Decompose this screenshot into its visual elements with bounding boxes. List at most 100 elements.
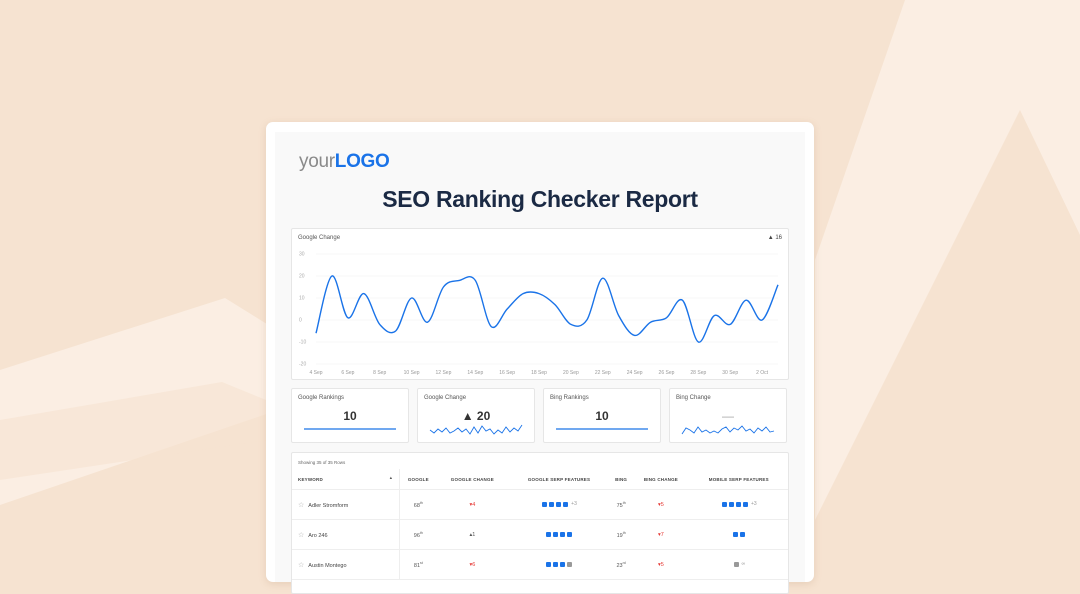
bing-change: ▾5 xyxy=(632,489,690,520)
sparkline xyxy=(304,428,396,430)
star-icon[interactable]: ☆ xyxy=(298,531,305,539)
serp-feature-icon xyxy=(721,501,727,507)
sparkline xyxy=(681,425,775,435)
column-header-google-change[interactable]: GOOGLE CHANGE xyxy=(436,469,509,490)
svg-text:6 Sep: 6 Sep xyxy=(341,370,354,376)
bing-rank: 75th xyxy=(609,489,633,520)
serp-feature-icon xyxy=(553,561,559,567)
google-rank: 96th xyxy=(399,519,437,550)
sparkline xyxy=(429,424,523,435)
table-row: ☆ Adler Stromform 68th ▾4 +3 75th ▾5 +3 xyxy=(292,489,788,520)
report-page: yourLOGO SEO Ranking Checker Report 30 20… xyxy=(275,132,805,594)
serp-feature-icon xyxy=(733,561,739,567)
star-icon[interactable]: ☆ xyxy=(298,501,305,509)
svg-text:10: 10 xyxy=(299,296,305,302)
svg-text:24 Sep: 24 Sep xyxy=(627,370,643,376)
stat-bing-rankings: Bing Rankings 10 xyxy=(543,388,661,443)
serp-feature-icon xyxy=(563,501,569,507)
mobile-serp-features xyxy=(689,519,788,550)
chart-title: Google Change xyxy=(298,235,341,241)
stat-value: — xyxy=(722,409,734,423)
serp-feature-icon xyxy=(553,531,559,537)
svg-text:14 Sep: 14 Sep xyxy=(467,370,483,376)
keyword: Aro 246 xyxy=(308,532,328,539)
bing-rank: 23rd xyxy=(609,549,633,580)
table-row: ☆ Austin Montego 81st ▾6 23rd ▾5 ∞ xyxy=(292,549,788,580)
stat-google-rankings: Google Rankings 10 xyxy=(291,388,409,443)
sparkline xyxy=(556,428,648,430)
svg-text:30 Sep: 30 Sep xyxy=(722,370,738,376)
svg-text:-20: -20 xyxy=(299,362,306,368)
serp-feature-icon xyxy=(556,501,562,507)
stat-value: ▲ 20 xyxy=(461,409,491,423)
serp-feature-icon xyxy=(567,531,573,537)
column-header-keyword[interactable]: KEYWORD ▲ xyxy=(292,469,400,490)
svg-text:12 Sep: 12 Sep xyxy=(436,370,452,376)
svg-text:18 Sep: 18 Sep xyxy=(531,370,547,376)
svg-text:28 Sep: 28 Sep xyxy=(690,370,706,376)
svg-text:10 Sep: 10 Sep xyxy=(404,370,420,376)
google-rank: 81st xyxy=(399,549,437,580)
line-chart: 30 20 10 0 -10 -204 Sep 6 Sep 8 Sep 10 Sep 12 Sep… xyxy=(299,252,779,376)
mobile-serp-features: ∞ xyxy=(689,549,788,580)
svg-text:16 Sep: 16 Sep xyxy=(499,370,515,376)
stat-value: 10 xyxy=(343,409,357,423)
bing-change: ▾7 xyxy=(632,519,690,550)
stat-value: 10 xyxy=(595,409,609,423)
serp-feature-icon xyxy=(542,501,548,507)
google-change: ▾6 xyxy=(436,549,509,580)
column-header-google-serp[interactable]: GOOGLE SERP FEATURES xyxy=(508,469,610,490)
google-change-chart: 30 20 10 0 -10 -20 4 Sep 6 Sep 8 Sep 10 Sep 12 Sep… xyxy=(291,228,789,380)
google-serp-features xyxy=(508,519,610,550)
keyword-table-panel: Showing 35 of 35 Rows KEYWORD ▲ GOOGLE GO… xyxy=(291,452,789,594)
svg-text:20: 20 xyxy=(299,274,305,280)
logo: yourLOGO xyxy=(299,151,390,172)
google-change: ▴1 xyxy=(436,519,509,550)
serp-feature-icon xyxy=(567,561,573,567)
serp-feature-icon xyxy=(546,531,552,537)
column-header-google[interactable]: GOOGLE xyxy=(399,469,437,490)
link-icon: ∞ xyxy=(741,561,746,568)
report-card: yourLOGO SEO Ranking Checker Report 30 20… xyxy=(266,122,814,594)
page-title: SEO Ranking Checker Report xyxy=(382,186,698,212)
serp-feature-icon xyxy=(560,531,566,537)
svg-text:26 Sep: 26 Sep xyxy=(659,370,675,376)
google-change-line xyxy=(315,275,779,343)
serp-feature-icon xyxy=(739,531,745,537)
star-icon[interactable]: ☆ xyxy=(298,561,305,569)
serp-feature-icon xyxy=(732,531,738,537)
serp-feature-icon xyxy=(735,501,741,507)
mobile-serp-features: +3 xyxy=(689,489,788,520)
svg-text:4 Sep: 4 Sep xyxy=(309,370,322,376)
google-change: ▾4 xyxy=(436,489,509,520)
sort-asc-icon[interactable]: ▲ xyxy=(388,475,393,480)
stat-bing-change: Bing Change — xyxy=(669,388,787,443)
svg-text:8 Sep: 8 Sep xyxy=(373,370,386,376)
serp-feature-icon xyxy=(560,561,566,567)
google-serp-features: +3 xyxy=(508,489,610,520)
svg-text:22 Sep: 22 Sep xyxy=(595,370,611,376)
serp-feature-icon xyxy=(546,561,552,567)
table-row: ☆ Aro 246 96th ▴1 19th ▾7 xyxy=(292,519,788,550)
stat-google-change: Google Change ▲ 20 xyxy=(417,388,535,443)
chart-delta: ▲ 16 xyxy=(767,235,782,241)
row-count: Showing 35 of 35 Rows xyxy=(298,460,346,465)
keyword: Adler Stromform xyxy=(308,502,349,509)
bing-rank: 19th xyxy=(609,519,633,550)
svg-text:0: 0 xyxy=(299,318,302,324)
keyword: Austin Montego xyxy=(308,562,347,569)
column-header-mobile-serp[interactable]: MOBILE SERP FEATURES xyxy=(689,469,788,490)
google-serp-features xyxy=(508,549,610,580)
svg-text:30: 30 xyxy=(299,252,305,258)
serp-feature-icon xyxy=(728,501,734,507)
column-header-bing[interactable]: BING xyxy=(609,469,633,490)
svg-text:-10: -10 xyxy=(299,340,306,346)
serp-feature-icon xyxy=(549,501,555,507)
keyword-table: KEYWORD ▲ GOOGLE GOOGLE CHANGE GOOGLE SER… xyxy=(292,469,788,580)
bing-change: ▾5 xyxy=(632,549,690,580)
svg-text:2 Oct: 2 Oct xyxy=(756,370,769,376)
column-header-bing-change[interactable]: BING CHANGE xyxy=(632,469,690,490)
serp-feature-icon xyxy=(742,501,748,507)
google-rank: 68th xyxy=(399,489,437,520)
svg-text:20 Sep: 20 Sep xyxy=(563,370,579,376)
